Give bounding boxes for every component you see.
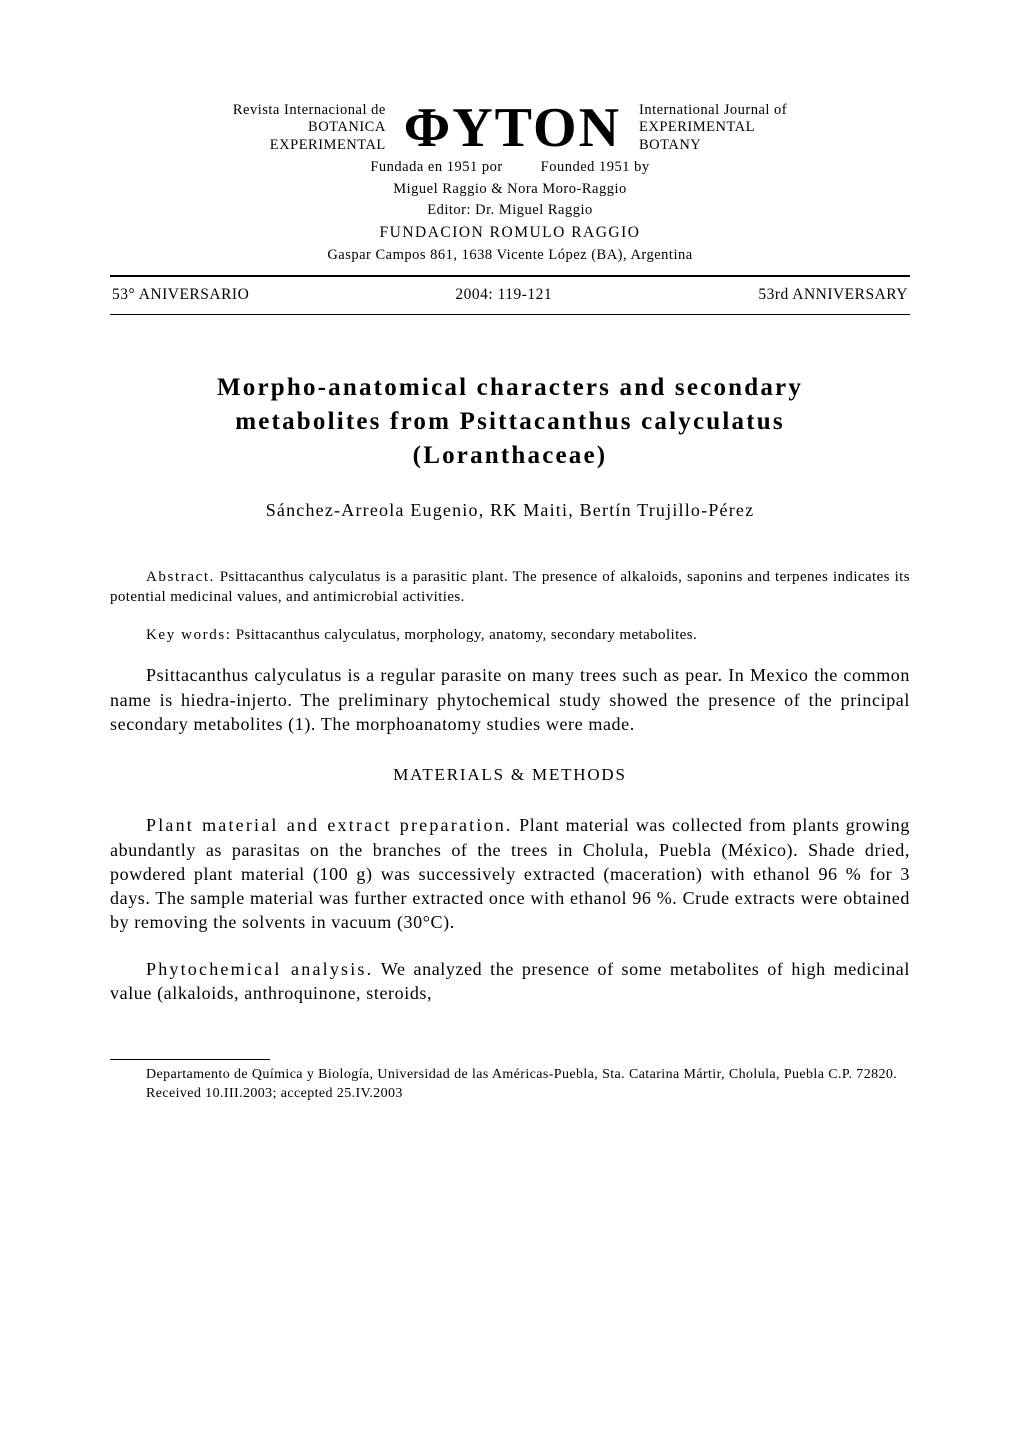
masthead-founded-row: Fundada en 1951 por Founded 1951 by (110, 158, 910, 178)
methods-p2-lead: Phytochemical analysis. (146, 959, 373, 979)
section-heading-materials-methods: MATERIALS & METHODS (110, 764, 910, 787)
anniversary-es: 53° ANIVERSARIO (112, 285, 249, 306)
title-line-3: (Loranthaceae) (413, 442, 608, 469)
abstract-paragraph: Abstract. Psittacanthus calyculatus is a… (110, 567, 910, 608)
footnote-block: Departamento de Química y Biología, Univ… (110, 1066, 910, 1104)
masthead-right-line3: BOTANY (639, 137, 701, 154)
anniversary-en: 53rd ANNIVERSARY (758, 285, 908, 306)
keywords-label: Key words: (146, 627, 232, 643)
methods-paragraph-1: Plant material and extract preparation. … (110, 813, 910, 934)
footnote-affiliation: Departamento de Química y Biología, Univ… (110, 1066, 910, 1085)
masthead-left-line1: Revista Internacional de (233, 102, 386, 119)
keywords-text: Psittacanthus calyculatus, morphology, a… (236, 627, 697, 643)
title-line-1: Morpho-anatomical characters and seconda… (217, 374, 803, 401)
masthead-left-line2: BOTANICA (308, 119, 386, 136)
article-authors: Sánchez-Arreola Eugenio, RK Maiti, Bertí… (110, 498, 910, 522)
issue-pages: 2004: 119-121 (455, 285, 552, 306)
article-title: Morpho-anatomical characters and seconda… (110, 371, 910, 472)
masthead-rule-top (110, 275, 910, 277)
footnote-received: Received 10.III.2003; accepted 25.IV.200… (110, 1085, 910, 1104)
masthead-rule-bottom (110, 314, 910, 315)
methods-p1-lead: Plant material and extract preparation. (146, 815, 513, 835)
masthead-title-row: Revista Internacional de BOTANICA EXPERI… (110, 100, 910, 156)
masthead-right-block: International Journal of EXPERIMENTAL BO… (639, 102, 787, 154)
masthead-right-line1: International Journal of (639, 102, 787, 119)
title-line-2: metabolites from Psittacanthus calyculat… (235, 408, 785, 435)
keywords-paragraph: Key words: Psittacanthus calyculatus, mo… (110, 625, 910, 645)
masthead-left-line3: EXPERIMENTAL (270, 137, 386, 154)
masthead-address: Gaspar Campos 861, 1638 Vicente López (B… (110, 246, 910, 266)
abstract-text: Psittacanthus calyculatus is a parasitic… (110, 569, 910, 605)
abstract-label: Abstract. (146, 569, 215, 585)
masthead-right-line2: EXPERIMENTAL (639, 119, 755, 136)
journal-masthead: Revista Internacional de BOTANICA EXPERI… (110, 100, 910, 265)
masthead-founders: Miguel Raggio & Nora Moro-Raggio (110, 180, 910, 200)
journal-logo-title: ΦYTON (404, 100, 621, 156)
masthead-editor: Editor: Dr. Miguel Raggio (110, 201, 910, 221)
founded-en: Founded 1951 by (541, 158, 650, 178)
methods-paragraph-2: Phytochemical analysis. We analyzed the … (110, 957, 910, 1006)
founded-es: Fundada en 1951 por (370, 158, 502, 178)
footnote-rule (110, 1059, 270, 1060)
masthead-left-block: Revista Internacional de BOTANICA EXPERI… (233, 102, 386, 154)
intro-paragraph: Psittacanthus calyculatus is a regular p… (110, 663, 910, 736)
masthead-foundation: FUNDACION ROMULO RAGGIO (110, 223, 910, 244)
issue-row: 53° ANIVERSARIO 2004: 119-121 53rd ANNIV… (110, 283, 910, 308)
